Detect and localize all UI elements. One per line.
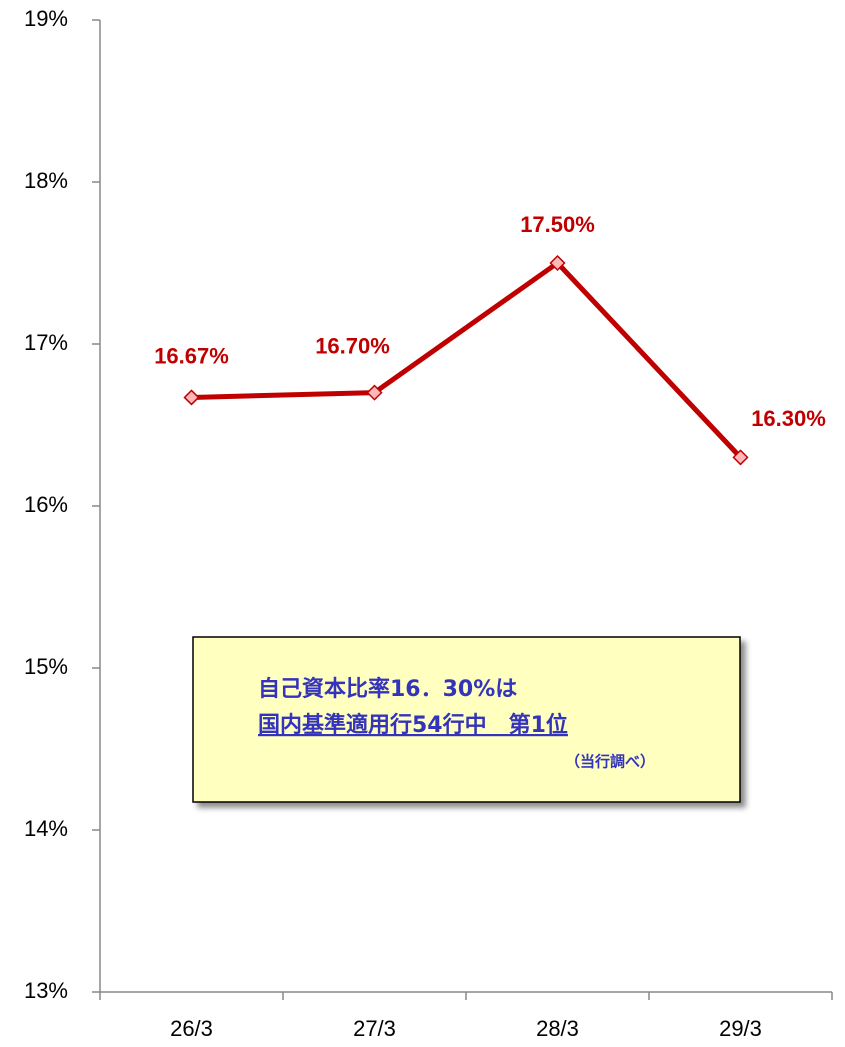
- x-tick-label: 27/3: [353, 1016, 396, 1041]
- y-tick-label: 13%: [24, 978, 68, 1003]
- y-tick-label: 17%: [24, 330, 68, 355]
- y-tick-label: 15%: [24, 654, 68, 679]
- x-tick-label: 28/3: [536, 1016, 579, 1041]
- x-tick-label: 26/3: [170, 1016, 213, 1041]
- y-tick-label: 14%: [24, 816, 68, 841]
- y-tick-label: 18%: [24, 168, 68, 193]
- marker: [549, 254, 566, 272]
- value-label: 17.50%: [520, 212, 595, 237]
- value-label: 16.70%: [315, 333, 390, 358]
- annotation-note: （当行調べ）: [565, 753, 655, 771]
- marker: [183, 389, 200, 406]
- annotation: 国内基準適用行54行中 第1位: [258, 712, 568, 738]
- y-tick-label: 19%: [24, 6, 68, 31]
- annotation: 自己資本比率16．30%は: [258, 676, 517, 702]
- marker: [366, 384, 383, 401]
- y-tick-label: 16%: [24, 492, 68, 517]
- line: [191, 260, 743, 460]
- annotation-box: [192, 636, 741, 803]
- value-label: 16.67%: [154, 343, 229, 368]
- x-tick-label: 29/3: [719, 1016, 762, 1041]
- marker: [732, 449, 749, 466]
- value-label: 16.30%: [751, 406, 826, 431]
